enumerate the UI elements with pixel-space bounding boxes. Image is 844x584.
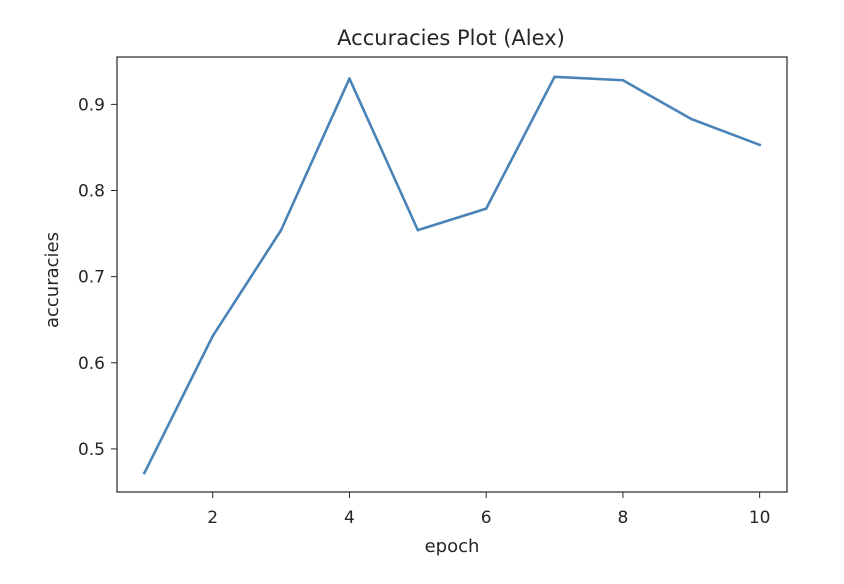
plot-area [116,56,788,493]
data-point [553,75,556,79]
y-tick-label: 0.6 [78,354,105,374]
series-line [142,75,762,475]
series-layer [142,75,762,475]
x-axis-label: epoch [425,536,480,557]
y-tick-label: 0.8 [78,182,105,202]
data-point [211,334,215,338]
y-tick-label: 0.9 [78,95,105,115]
data-point [348,77,351,80]
y-axis-label: accuracies [42,232,63,328]
data-point [279,228,283,232]
x-tick-label: 10 [749,508,771,528]
data-point [689,117,693,121]
x-tick-label: 4 [344,508,355,528]
x-tick-label: 6 [481,508,492,528]
data-point [758,143,761,147]
data-point [416,228,420,232]
y-tick-label: 0.7 [78,268,105,288]
y-axis: 0.5 0.6 0.7 0.8 0.9 [78,95,117,460]
x-tick-label: 2 [207,508,218,528]
y-tick-label: 0.5 [78,440,105,460]
x-tick-label: 8 [618,508,629,528]
chart-title: Accuracies Plot (Alex) [337,26,565,50]
data-point [484,207,488,210]
data-point [143,471,146,475]
data-point [621,78,625,82]
x-axis: 2 4 6 8 10 [207,492,770,528]
